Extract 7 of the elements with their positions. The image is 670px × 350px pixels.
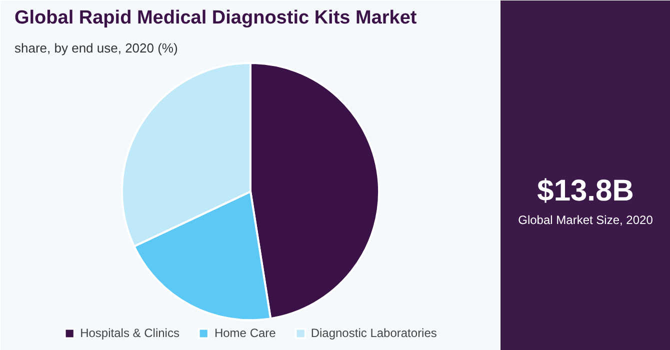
text: Global Market Size, 2020 — [518, 213, 654, 227]
chart-subtitle: share, by end use, 2020 (%) — [14, 40, 178, 56]
legend-label: Hospitals & Clinics — [80, 326, 180, 340]
legend-label: Diagnostic Laboratories — [310, 326, 437, 340]
legend-label: Home Care — [214, 326, 276, 340]
chart-title: Global Rapid Medical Diagnostic Kits Market — [14, 8, 418, 28]
text: $13.8B — [537, 174, 634, 208]
